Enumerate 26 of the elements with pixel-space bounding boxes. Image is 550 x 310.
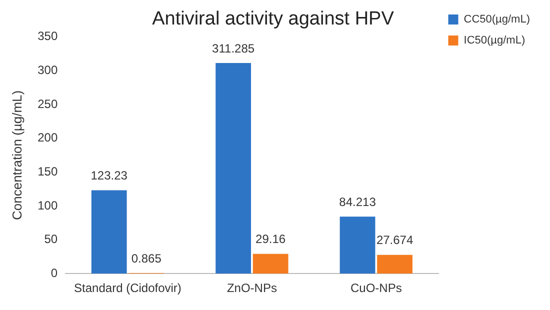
y-tick-label: 350 <box>38 29 58 44</box>
y-tick-label: 200 <box>38 130 58 145</box>
x-tick-label: Standard (Cidofovir) <box>74 281 182 296</box>
data-label: 0.865 <box>131 251 162 266</box>
data-label: 123.23 <box>90 168 128 183</box>
bar <box>377 254 412 274</box>
y-tick-label: 50 <box>44 232 58 246</box>
data-label: 84.213 <box>339 194 376 209</box>
bar <box>216 62 252 274</box>
y-axis-title: Concentration (µg/mL) <box>9 90 24 220</box>
x-tick-label: CuO-NPs <box>350 281 402 296</box>
data-label: 311.285 <box>212 41 255 56</box>
data-label: 29.16 <box>256 232 286 246</box>
y-tick-label: 150 <box>38 164 58 178</box>
y-tick-label: 100 <box>38 198 58 212</box>
y-tick-label: 0 <box>50 266 58 280</box>
bar <box>252 254 288 274</box>
legend-label: CC50(µg/mL) <box>464 14 530 26</box>
y-tick-label: 300 <box>38 62 58 77</box>
legend-label: IC50(µg/mL) <box>464 34 526 47</box>
x-tick-label: ZnO-NPs <box>226 281 277 296</box>
data-label: 27.674 <box>376 233 414 248</box>
bar <box>340 216 376 274</box>
y-tick-label: 250 <box>38 96 58 111</box>
chart-title: Antiviral activity against HPV <box>152 8 394 30</box>
bar <box>91 190 127 274</box>
